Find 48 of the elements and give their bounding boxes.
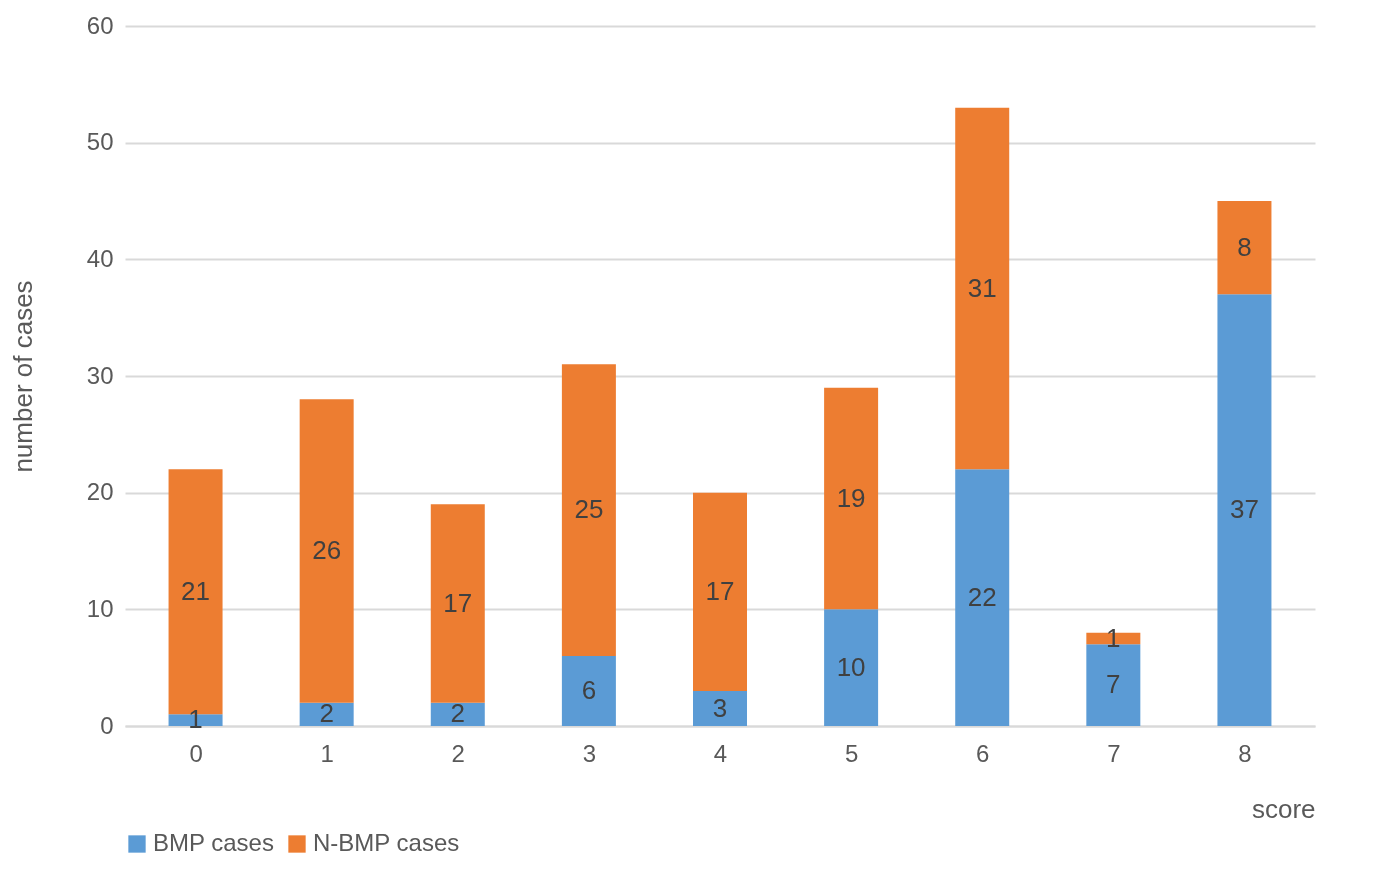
bar: [561, 364, 616, 656]
bar: [430, 504, 485, 703]
bar: [561, 656, 616, 726]
bar: [824, 387, 879, 610]
data-label: 6: [581, 675, 597, 705]
y-tick-label: 30: [86, 361, 114, 389]
data-label: 7: [1106, 669, 1121, 700]
bar: [1217, 294, 1272, 726]
x-tick-label: 5: [844, 739, 859, 767]
x-tick-label: 7: [1107, 739, 1121, 767]
data-label: 22: [967, 581, 997, 612]
y-tick-label: 40: [86, 244, 114, 272]
data-label: 2: [450, 698, 466, 729]
data-label: 25: [574, 494, 604, 525]
data-label: 2: [319, 698, 334, 729]
data-label: 10: [836, 651, 866, 682]
x-tick-label: 6: [976, 739, 990, 767]
bar: [955, 469, 1010, 726]
x-axis-title: score: [1251, 793, 1316, 824]
x-tick-label: 2: [451, 739, 465, 767]
y-tick-label: 60: [86, 11, 114, 39]
legend-label: N-BMP cases: [313, 829, 460, 856]
bar: [824, 609, 879, 726]
bar: [693, 691, 747, 726]
data-label: 21: [181, 575, 211, 606]
x-tick-label: 4: [713, 739, 728, 767]
bar: [955, 107, 1010, 470]
data-label: 17: [443, 587, 473, 618]
data-label: 26: [312, 535, 342, 565]
y-tick-label: 10: [86, 594, 114, 622]
data-label: 37: [1229, 494, 1259, 525]
data-label: 31: [967, 272, 997, 303]
data-label: 17: [705, 575, 735, 606]
x-tick-label: 0: [189, 739, 203, 767]
y-axis-title: number of cases: [7, 280, 38, 473]
x-tick-label: 3: [582, 739, 597, 767]
data-label: 8: [1237, 231, 1252, 262]
legend-label: BMP cases: [153, 829, 274, 856]
x-tick-label: 8: [1238, 739, 1252, 767]
bar: [693, 492, 747, 691]
x-tick-label: 1: [320, 739, 334, 767]
y-tick-label: 50: [86, 128, 114, 156]
bar: [1217, 201, 1272, 295]
data-label: 3: [712, 692, 728, 723]
y-tick-label: 20: [86, 478, 114, 506]
bar: [299, 399, 354, 703]
data-label: 19: [836, 482, 866, 513]
y-tick-label: 0: [100, 711, 114, 739]
